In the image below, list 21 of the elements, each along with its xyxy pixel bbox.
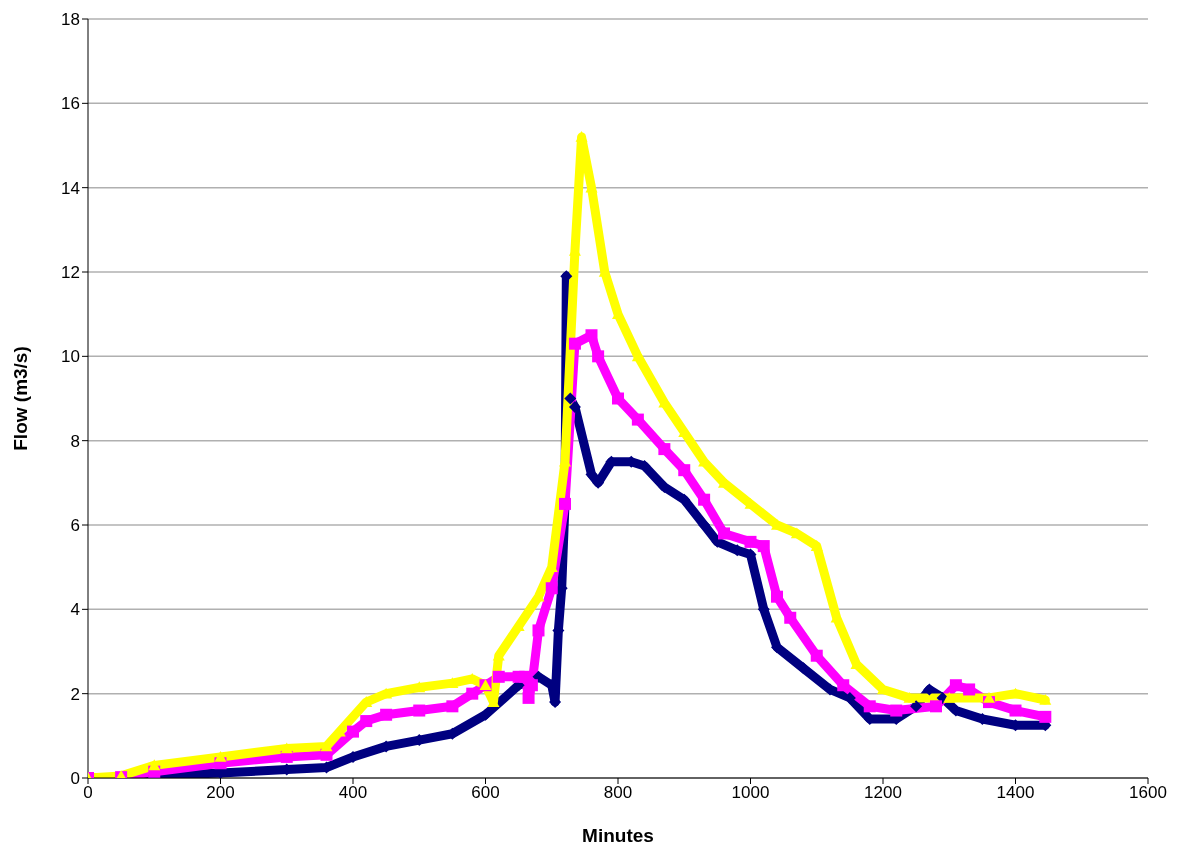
y-tick-label: 4	[70, 600, 80, 620]
y-tick-label: 8	[70, 431, 80, 451]
y-tick-label: 6	[70, 516, 80, 536]
y-tick-label: 14	[61, 178, 80, 198]
y-tick-label: 12	[61, 263, 80, 283]
y-tick-label: 2	[70, 684, 80, 704]
y-tick-label: 18	[61, 10, 80, 30]
y-axis-title: Flow (m3/s)	[9, 346, 31, 451]
x-axis-title: Minutes	[582, 825, 654, 846]
y-tick-label: 10	[61, 347, 80, 367]
x-tick-label: 800	[603, 783, 633, 803]
x-tick-label: 1000	[731, 783, 770, 803]
x-tick-label: 0	[83, 783, 93, 803]
x-tick-label: 1200	[864, 783, 902, 803]
y-tick-label: 0	[70, 769, 80, 789]
x-tick-label: 600	[471, 783, 500, 803]
x-tick-label: 400	[338, 783, 368, 803]
y-tick-label: 16	[61, 94, 80, 114]
x-tick-label: 1600	[1129, 783, 1167, 803]
x-tick-label: 200	[206, 783, 235, 803]
x-tick-label: 1400	[996, 783, 1035, 803]
